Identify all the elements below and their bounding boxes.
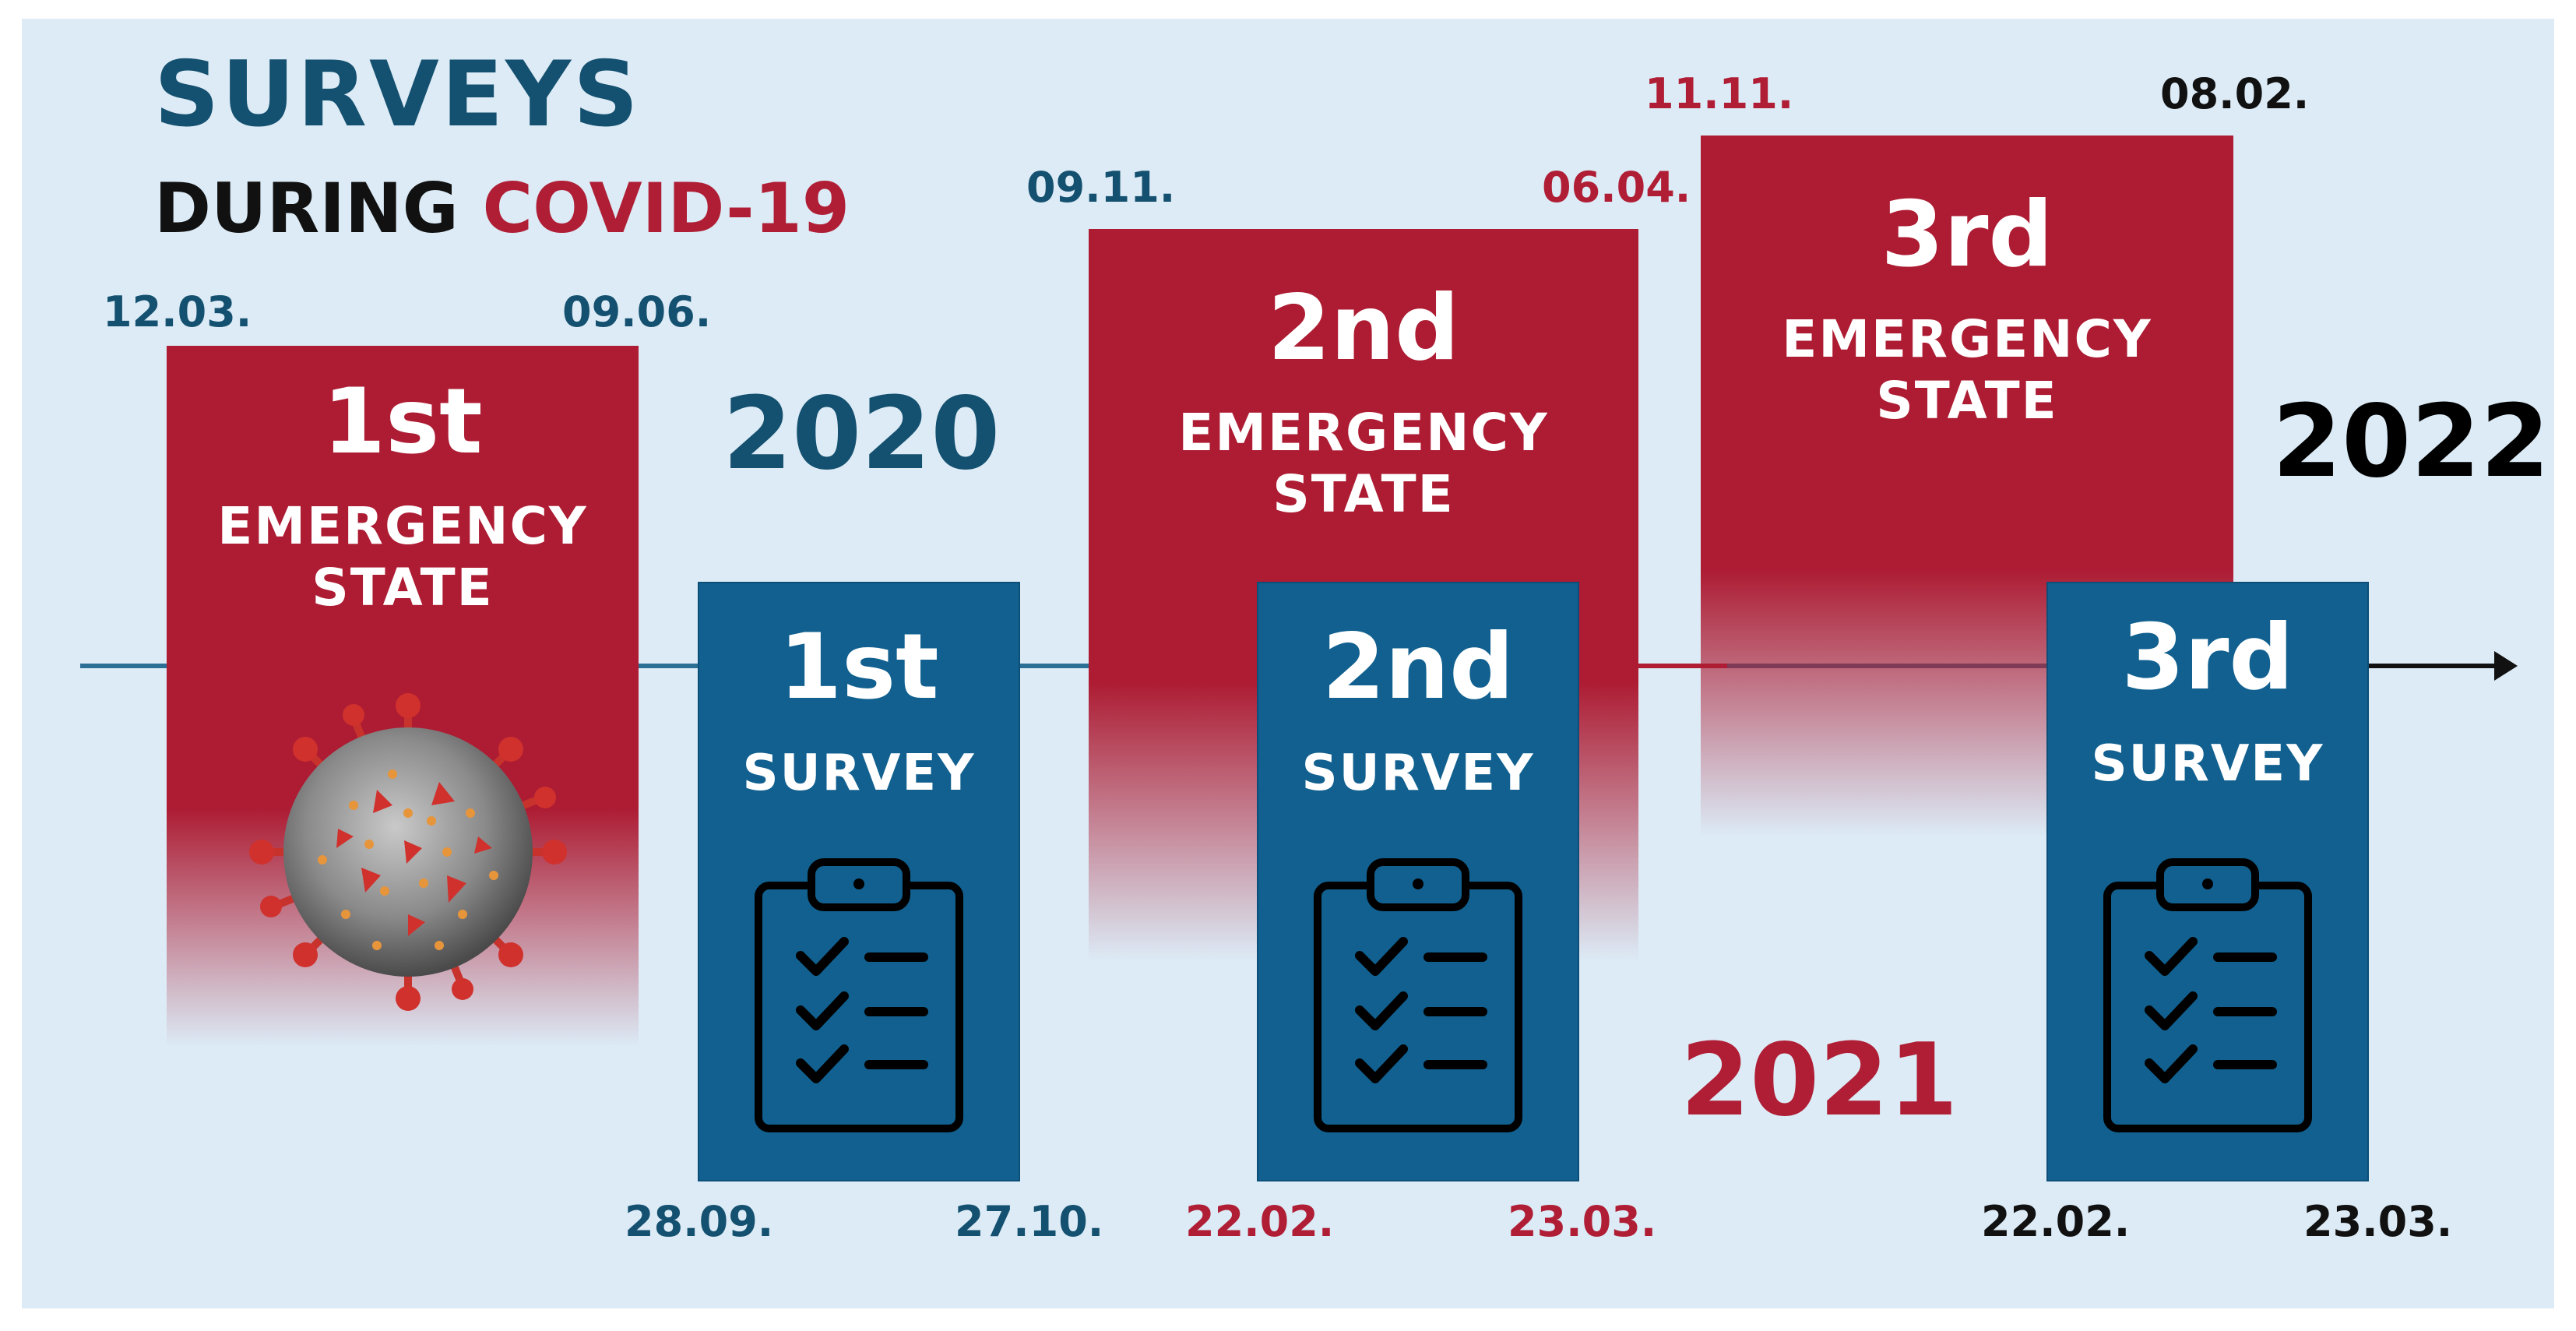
survey-3-label: SURVEY [2091,735,2324,793]
emergency-2-label-line2: STATE [1272,464,1455,525]
emergency-1-end-date: 09.06. [562,287,712,336]
survey-2-end-date: 23.03. [1508,1197,1657,1246]
timeline-segment-red [1626,664,1727,668]
survey-1-label: SURVEY [742,745,976,802]
survey-1: 1st SURVEY [698,582,1020,1181]
year-2021: 2021 [1680,1023,1958,1139]
survey-2-ordinal: 2nd [1321,614,1515,720]
clipboard-checklist-icon [755,858,963,1132]
survey-3-ordinal: 3rd [2121,605,2294,710]
survey-3-start-date: 22.02. [1981,1197,2131,1246]
year-2022: 2022 [2272,384,2550,500]
emergency-state-1: 1st EMERGENCY STATE [167,346,639,1047]
timeline-segment-dark [2366,664,2498,668]
survey-1-start-date: 28.09. [625,1197,774,1246]
emergency-1-label-line2: STATE [311,558,494,618]
clipboard-checklist-icon [2103,858,2312,1132]
title-covid: COVID-19 [482,168,850,248]
clipboard-checklist-icon [1314,858,1522,1132]
emergency-3-start-date: 11.11. [1645,69,1794,118]
emergency-2-end-date: 06.04. [1542,163,1691,212]
infographic-canvas: SURVEYS DURING COVID-19 1st EMERGENCY ST… [22,19,2554,1308]
emergency-2-ordinal: 2nd [1267,276,1460,381]
survey-1-end-date: 27.10. [955,1197,1104,1246]
survey-2-start-date: 22.02. [1185,1197,1335,1246]
emergency-3-ordinal: 3rd [1881,182,2053,287]
emergency-1-ordinal: 1st [322,369,483,474]
emergency-1-start-date: 12.03. [103,287,252,336]
survey-3-end-date: 23.03. [2303,1197,2453,1246]
survey-2-label: SURVEY [1301,745,1535,802]
year-2020: 2020 [723,376,1001,492]
title-during-covid: DURING COVID-19 [154,174,850,243]
emergency-2-label-line1: EMERGENCY [1178,403,1549,463]
emergency-3-label-line2: STATE [1876,371,2058,431]
title-surveys: SURVEYS [154,42,641,147]
emergency-3-label-line1: EMERGENCY [1782,309,2152,369]
timeline-arrow-icon [2494,651,2518,681]
survey-1-ordinal: 1st [779,614,939,720]
survey-3: 3rd SURVEY [2046,582,2369,1181]
survey-2: 2nd SURVEY [1257,582,1579,1181]
emergency-1-label-line1: EMERGENCY [217,496,588,556]
coronavirus-icon [249,693,567,1011]
emergency-3-end-date: 08.02. [2160,69,2310,118]
title-during: DURING [154,168,483,248]
emergency-2-start-date: 09.11. [1026,163,1176,212]
